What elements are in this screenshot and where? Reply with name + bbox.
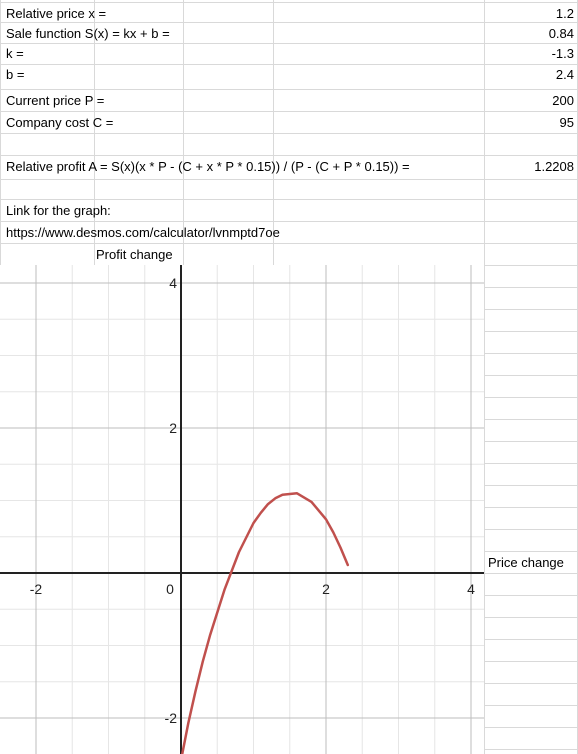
cell-row-6-value[interactable]: 95: [484, 113, 578, 133]
cell-row-11-label[interactable]: https://www.desmos.com/calculator/lvnmpt…: [0, 223, 280, 243]
cell-row-6-label[interactable]: Company cost C =: [0, 113, 113, 133]
price-change-label[interactable]: Price change: [484, 553, 564, 573]
cell-row-4-label[interactable]: b =: [0, 65, 24, 85]
cell-row-2-value[interactable]: 0.84: [484, 24, 578, 44]
cell-row-5-value[interactable]: 200: [484, 91, 578, 111]
cell-row-4-value[interactable]: 2.4: [484, 65, 578, 85]
cell-row-5-label[interactable]: Current price P =: [0, 91, 104, 111]
cell-row-8-label[interactable]: Relative profit A = S(x)(x * P - (C + x …: [0, 157, 410, 177]
cell-row-2-label[interactable]: Sale function S(x) = kx + b =: [0, 24, 170, 44]
x-tick-label: 4: [467, 581, 475, 597]
cell-row-1-label[interactable]: Relative price x =: [0, 4, 106, 24]
cell-row-3-label[interactable]: k =: [0, 44, 24, 64]
cell-row-10-label[interactable]: Link for the graph:: [0, 201, 111, 221]
x-tick-label: -2: [30, 581, 43, 597]
y-tick-label: -2: [165, 710, 178, 726]
x-tick-label: 0: [166, 581, 174, 597]
x-tick-label: 2: [322, 581, 330, 597]
profit-graph: -2 0 2 4 4 2 -2: [0, 265, 484, 754]
cell-row-1-value[interactable]: 1.2: [484, 4, 578, 24]
profit-change-label[interactable]: Profit change: [94, 245, 173, 265]
y-tick-label: 4: [169, 275, 177, 291]
y-tick-label: 2: [169, 420, 177, 436]
cell-row-8-value[interactable]: 1.2208: [484, 157, 578, 177]
cell-row-3-value[interactable]: -1.3: [484, 44, 578, 64]
